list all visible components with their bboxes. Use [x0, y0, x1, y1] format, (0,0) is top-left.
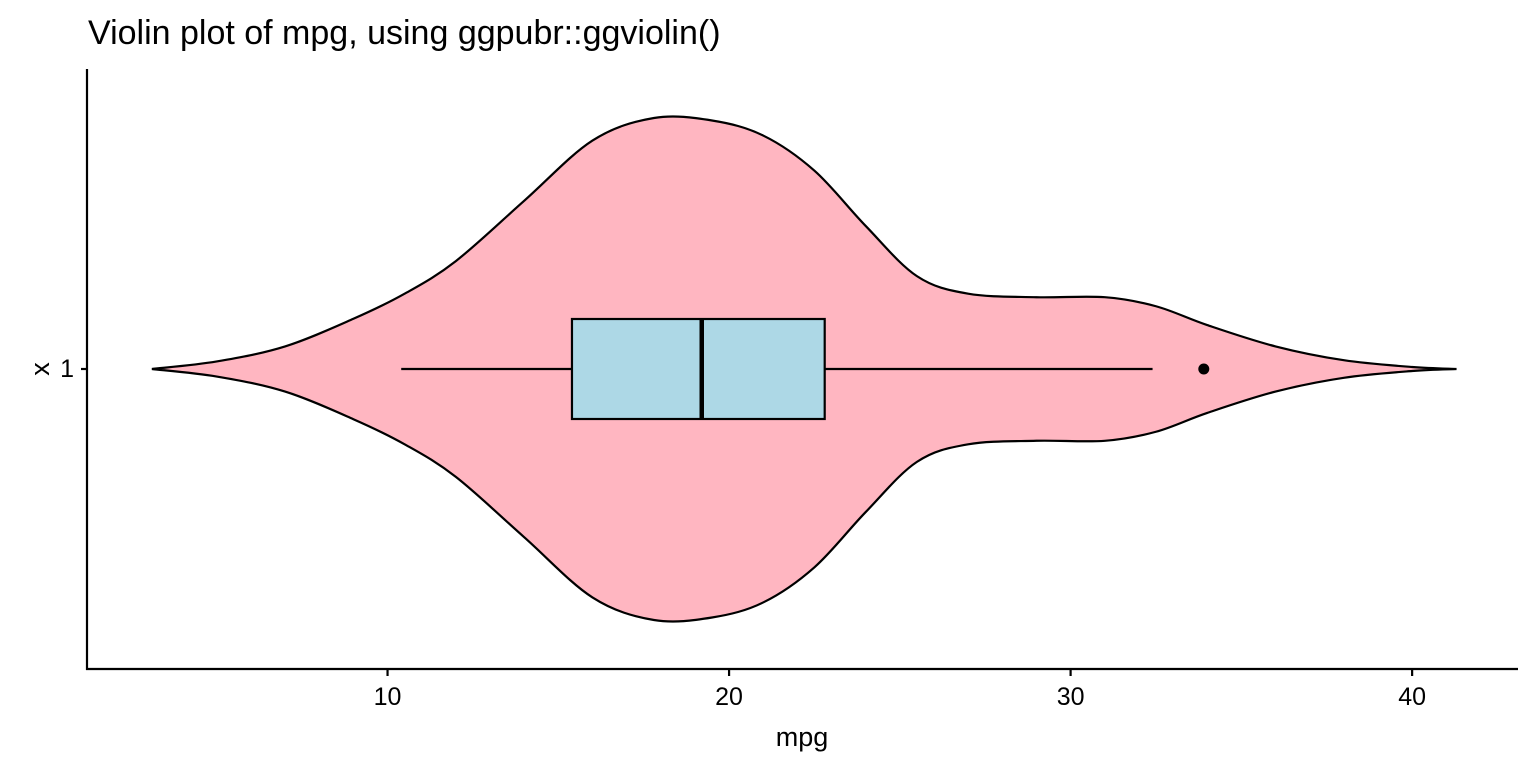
- y-axis: 1 x: [25, 69, 89, 670]
- x-tick-label: 20: [715, 683, 743, 711]
- x-tick-label: 10: [374, 683, 402, 711]
- chart-title: Violin plot of mpg, using ggpubr::ggviol…: [88, 14, 721, 52]
- x-axis-title: mpg: [776, 722, 829, 752]
- y-tick-label: 1: [60, 355, 74, 383]
- x-tick-label: 30: [1057, 683, 1085, 711]
- x-axis: 10 20 30 40 mpg: [86, 667, 1518, 752]
- box-iqr: [570, 317, 826, 421]
- outlier-points: [1198, 363, 1210, 375]
- x-tick-label: 40: [1398, 683, 1426, 711]
- y-axis-title: x: [25, 362, 55, 376]
- plot-area: [151, 115, 1457, 623]
- x-ticks: 10 20 30 40: [374, 669, 1426, 711]
- outlier-point: [1198, 363, 1210, 375]
